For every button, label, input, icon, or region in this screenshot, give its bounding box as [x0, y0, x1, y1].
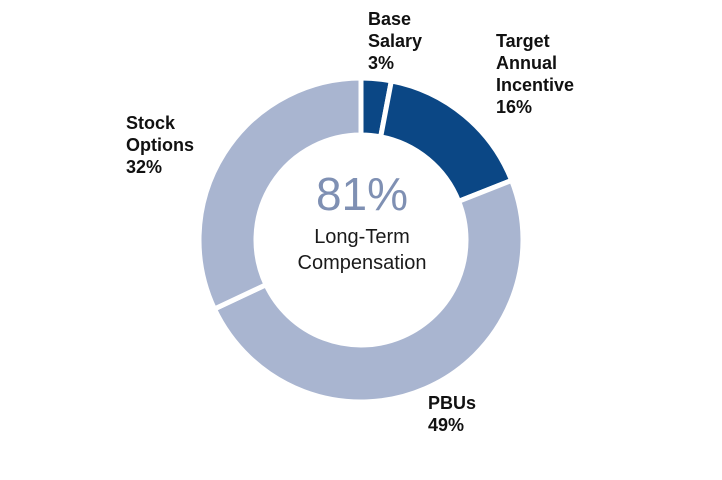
center-value: 81% — [315, 168, 409, 220]
label-base-salary: Base Salary 3% — [368, 8, 422, 74]
label-pbus: PBUs 49% — [428, 392, 476, 436]
center-label-line: Long-Term — [314, 226, 410, 248]
label-line: Target — [496, 31, 550, 51]
center-label: Long-Term Compensation — [262, 224, 462, 276]
label-line: Salary — [368, 31, 423, 51]
label-value: 49% — [428, 415, 465, 435]
label-line: Annual — [496, 53, 557, 73]
donut-slice-2 — [211, 177, 526, 405]
label-line: PBUs — [428, 393, 477, 413]
label-target-annual-incentive: Target Annual Incentive 16% — [496, 30, 574, 118]
label-line: Stock — [126, 113, 176, 133]
label-value: 16% — [496, 97, 533, 117]
center-label-line: Compensation — [297, 252, 427, 274]
label-value: 3% — [368, 53, 395, 73]
label-line: Options — [126, 135, 194, 155]
label-line: Incentive — [496, 75, 575, 95]
label-line: Base — [368, 9, 412, 29]
label-value: 32% — [126, 157, 163, 177]
donut-slice-3 — [196, 75, 364, 313]
label-stock-options: Stock Options 32% — [126, 112, 194, 178]
